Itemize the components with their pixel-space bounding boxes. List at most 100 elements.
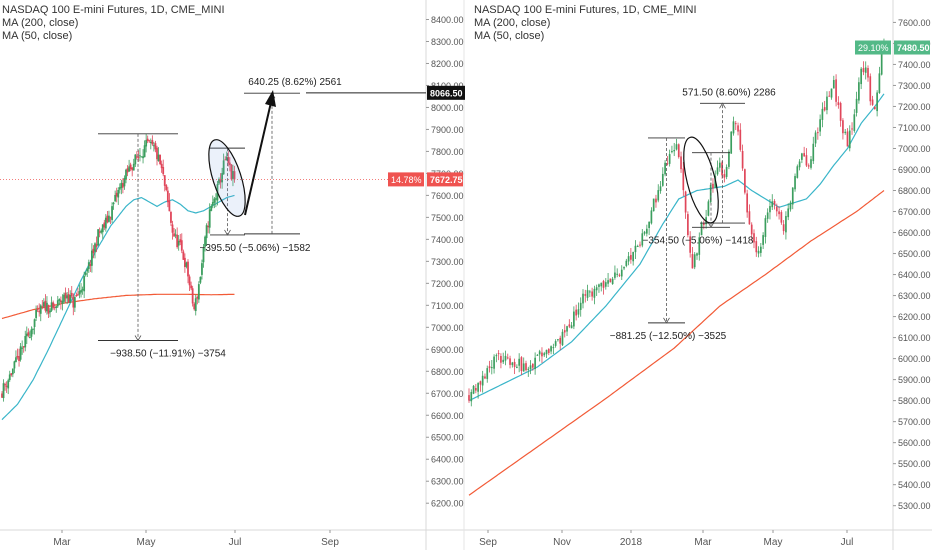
left-candle-body: [173, 233, 175, 237]
measure-arrowhead: [224, 229, 231, 236]
right-candle-body: [602, 281, 605, 288]
right-candle-body: [873, 106, 876, 109]
left-candle-body: [39, 305, 42, 314]
right-ma50-label[interactable]: MA (50, close): [474, 30, 545, 42]
right-candle-body: [470, 392, 473, 402]
right-candle-body: [486, 368, 489, 379]
left-candle-body: [210, 206, 213, 211]
right-last-price-label: 7480.50: [897, 43, 930, 53]
right-candle-body: [490, 367, 493, 369]
left-y-tick-label: 8200.00: [431, 59, 464, 69]
measure-arrowhead: [719, 102, 726, 109]
right-y-tick-label: 6300.00: [898, 291, 931, 301]
right-ma200-label[interactable]: MA (200, close): [474, 17, 551, 29]
left-candle-body: [29, 336, 31, 338]
left-x-tick-label: Jul: [229, 537, 242, 548]
right-candle-body: [588, 291, 591, 293]
left-candle-body: [115, 192, 118, 197]
left-candle-body: [1, 393, 3, 398]
left-candle-body: [171, 224, 174, 233]
left-ma50-label[interactable]: MA (50, close): [2, 30, 73, 42]
right-candle-body: [511, 362, 514, 366]
right-ma50-line: [468, 93, 885, 402]
right-candle-body: [563, 330, 566, 333]
right-candle-body: [807, 165, 810, 167]
left-candle-body: [53, 307, 56, 309]
right-candle-body: [766, 212, 769, 219]
left-ellipse-highlight: [208, 139, 246, 217]
right-candle-body: [853, 114, 856, 131]
right-x-tick-label: Nov: [553, 537, 571, 548]
right-candle-body: [871, 99, 874, 105]
left-y-tick-label: 6900.00: [431, 345, 464, 355]
left-candle-body: [89, 264, 92, 266]
left-candle-body: [98, 231, 101, 233]
left-candle-body: [73, 297, 76, 308]
right-chart-title[interactable]: NASDAQ 100 E-mini Futures, 1D, CME_MINI: [474, 4, 697, 16]
left-candle-body: [2, 383, 5, 399]
left-candle-body: [84, 272, 87, 275]
right-change-label: 29.10%: [858, 43, 889, 53]
left-candle-body: [126, 168, 129, 173]
right-candle-body: [764, 218, 767, 237]
right-candle-body: [867, 68, 869, 78]
right-candle-body: [645, 228, 648, 234]
left-candle-body: [30, 329, 33, 337]
right-candle-body: [696, 253, 698, 256]
right-candle-body: [826, 96, 828, 111]
left-chart-title[interactable]: NASDAQ 100 E-mini Futures, 1D, CME_MINI: [2, 4, 225, 16]
right-candle-body: [844, 131, 847, 133]
right-candle-body: [472, 385, 475, 394]
left-candle-body: [227, 156, 230, 164]
right-candle-body: [618, 274, 621, 276]
left-candle-body: [142, 156, 144, 159]
right-y-tick-label: 5900.00: [898, 375, 931, 385]
left-candle-body: [163, 175, 166, 186]
right-candle-body: [778, 211, 780, 215]
left-candle-body: [70, 292, 73, 297]
left-candle-body: [97, 229, 99, 246]
right-candle-body: [675, 144, 678, 150]
right-candle-body: [648, 221, 650, 228]
left-ma50-line: [1, 194, 235, 421]
right-candle-body: [796, 166, 799, 178]
left-candle-body: [25, 333, 28, 337]
left-candle-body: [7, 380, 10, 389]
left-projection-arrowhead: [265, 90, 276, 107]
left-candle-body: [42, 302, 45, 307]
right-candle-body: [534, 357, 536, 370]
left-y-tick-label: 6400.00: [431, 455, 464, 465]
right-y-tick-label: 5800.00: [898, 396, 931, 406]
right-change-badge: [855, 40, 891, 55]
left-candle-body: [47, 304, 50, 314]
left-candle-body: [44, 300, 47, 311]
left-chart-legend: NASDAQ 100 E-mini Futures, 1D, CME_MINI …: [2, 4, 225, 43]
right-candle-body: [794, 176, 796, 190]
right-candle-body: [851, 128, 853, 130]
right-candle-body: [864, 67, 867, 73]
measure-label: −354.50 (−5.06%) −1418: [643, 235, 754, 246]
right-candle-body: [520, 357, 523, 372]
left-candle-body: [35, 309, 37, 319]
left-candle-body: [193, 303, 196, 310]
left-candle-body: [92, 248, 95, 254]
right-candle-body: [607, 280, 609, 284]
left-candle-body: [56, 300, 59, 307]
right-candle-body: [557, 339, 559, 341]
right-candle-body: [814, 132, 817, 144]
left-candle-body: [156, 147, 158, 160]
left-candle-body: [196, 296, 199, 299]
left-y-tick-label: 7300.00: [431, 257, 464, 267]
right-candle-body: [680, 156, 682, 170]
left-ma200-label[interactable]: MA (200, close): [2, 17, 79, 29]
left-candle-body: [160, 163, 163, 169]
right-candle-body: [636, 246, 639, 248]
left-candle-body: [72, 296, 75, 308]
left-y-tick-label: 7500.00: [431, 213, 464, 223]
right-candle-body: [568, 324, 571, 327]
right-candle-body: [716, 167, 719, 175]
right-candle-body: [780, 212, 783, 223]
right-candle-body: [625, 260, 628, 266]
left-candle-body: [221, 173, 223, 183]
